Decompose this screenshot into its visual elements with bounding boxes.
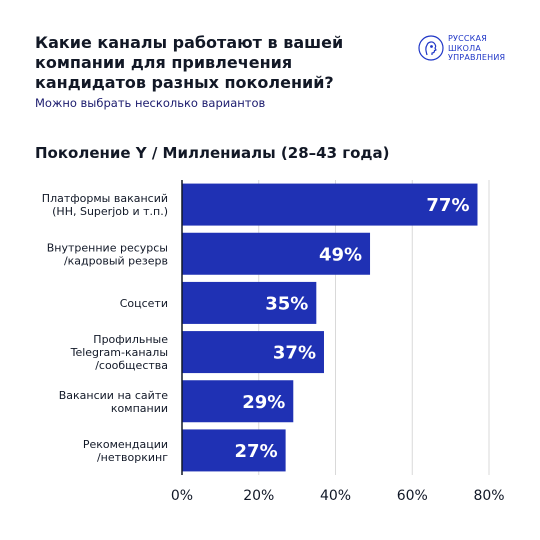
x-tick-label: 20% [243, 488, 274, 504]
category-label: Платформы вакансий (HH, Superjob и т.п.) [42, 192, 168, 218]
bar-value-label: 35% [265, 293, 308, 314]
bar [182, 183, 478, 226]
category-label: Вакансии на сайте компании [59, 389, 168, 415]
logo-line-3: УПРАВЛЕНИЯ [448, 53, 506, 62]
bar-value-label: 27% [235, 441, 278, 462]
x-tick-label: 60% [397, 488, 428, 504]
x-tick-label: 40% [320, 488, 351, 504]
category-label: Рекомендации/нетворкинг [83, 438, 168, 464]
bar [182, 380, 294, 423]
bar-value-label: 77% [426, 195, 469, 216]
logo-line-2: ШКОЛА [448, 43, 482, 53]
page-title: Какие каналы работают в вашей компании д… [35, 33, 344, 92]
chart-title: Поколение Y / Миллениалы (28–43 года) [35, 144, 390, 162]
company-logo: РУССКАЯ ШКОЛА УПРАВЛЕНИЯ [418, 34, 505, 63]
bar [182, 232, 371, 275]
bar-value-label: 49% [319, 244, 362, 265]
bar [182, 429, 286, 472]
bar [182, 281, 317, 324]
bar-value-label: 37% [273, 343, 316, 364]
bar-value-label: 29% [242, 392, 285, 413]
page-subtitle: Можно выбрать несколько вариантов [35, 96, 266, 110]
category-label: Соцсети [120, 297, 168, 310]
profile-head-logo-icon [418, 35, 444, 61]
x-tick-label: 0% [171, 488, 193, 504]
x-tick-label: 80% [473, 488, 504, 504]
logo-line-1: РУССКАЯ [448, 34, 487, 43]
category-label: Профильные Telegram-каналы/сообщества [70, 333, 169, 372]
category-label: Внутренние ресурсы/кадровый резерв [47, 241, 168, 267]
bar [182, 331, 324, 374]
